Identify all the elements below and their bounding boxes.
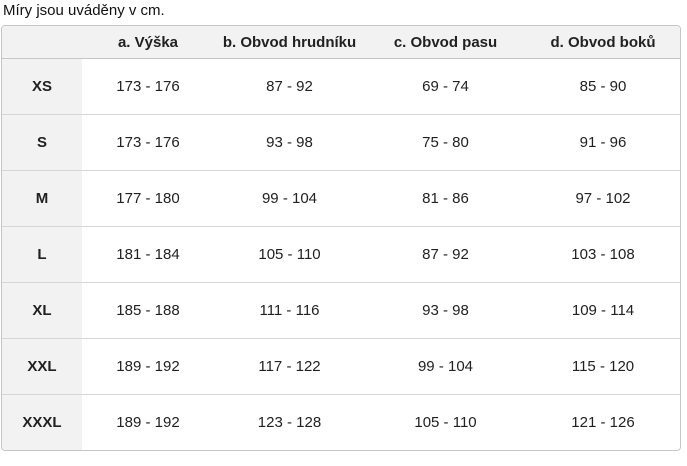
measurement-cell: 103 - 108: [526, 226, 680, 282]
measurement-cell: 97 - 102: [526, 170, 680, 226]
measurement-cell: 111 - 116: [214, 282, 365, 338]
measurement-cell: 177 - 180: [82, 170, 214, 226]
measurement-cell: 173 - 176: [82, 58, 214, 114]
measurement-cell: 93 - 98: [365, 282, 526, 338]
measurement-cell: 81 - 86: [365, 170, 526, 226]
table-row: XXL 189 - 192 117 - 122 99 - 104 115 - 1…: [2, 338, 680, 394]
measurement-cell: 123 - 128: [214, 394, 365, 450]
table-row: XL 185 - 188 111 - 116 93 - 98 109 - 114: [2, 282, 680, 338]
measurement-cell: 105 - 110: [365, 394, 526, 450]
column-header-waist: c. Obvod pasu: [365, 26, 526, 58]
column-header-chest: b. Obvod hrudníku: [214, 26, 365, 58]
measurement-cell: 109 - 114: [526, 282, 680, 338]
header-row: a. Výška b. Obvod hrudníku c. Obvod pasu…: [2, 26, 680, 58]
size-label: XXXL: [2, 394, 82, 450]
measurement-cell: 117 - 122: [214, 338, 365, 394]
measurement-cell: 87 - 92: [365, 226, 526, 282]
column-header-hips: d. Obvod boků: [526, 26, 680, 58]
measurement-cell: 69 - 74: [365, 58, 526, 114]
table-row: S 173 - 176 93 - 98 75 - 80 91 - 96: [2, 114, 680, 170]
measurement-cell: 85 - 90: [526, 58, 680, 114]
size-label: XL: [2, 282, 82, 338]
measurement-cell: 185 - 188: [82, 282, 214, 338]
measurement-cell: 75 - 80: [365, 114, 526, 170]
table-row: M 177 - 180 99 - 104 81 - 86 97 - 102: [2, 170, 680, 226]
measurement-cell: 115 - 120: [526, 338, 680, 394]
table-row: L 181 - 184 105 - 110 87 - 92 103 - 108: [2, 226, 680, 282]
size-label: M: [2, 170, 82, 226]
column-header-height: a. Výška: [82, 26, 214, 58]
measurement-cell: 87 - 92: [214, 58, 365, 114]
size-label: XXL: [2, 338, 82, 394]
measurement-cell: 93 - 98: [214, 114, 365, 170]
size-label: S: [2, 114, 82, 170]
measurement-cell: 105 - 110: [214, 226, 365, 282]
measurement-cell: 121 - 126: [526, 394, 680, 450]
measurement-cell: 189 - 192: [82, 338, 214, 394]
measurement-cell: 91 - 96: [526, 114, 680, 170]
size-label: L: [2, 226, 82, 282]
table-row: XS 173 - 176 87 - 92 69 - 74 85 - 90: [2, 58, 680, 114]
size-label: XS: [2, 58, 82, 114]
measurement-cell: 189 - 192: [82, 394, 214, 450]
column-header-size: [2, 26, 82, 58]
measurement-cell: 99 - 104: [214, 170, 365, 226]
table-row: XXXL 189 - 192 123 - 128 105 - 110 121 -…: [2, 394, 680, 450]
measurement-cell: 173 - 176: [82, 114, 214, 170]
measurement-cell: 99 - 104: [365, 338, 526, 394]
measurements-note: Míry jsou uváděny v cm.: [3, 2, 165, 19]
measurement-cell: 181 - 184: [82, 226, 214, 282]
size-chart-table: a. Výška b. Obvod hrudníku c. Obvod pasu…: [1, 25, 681, 451]
